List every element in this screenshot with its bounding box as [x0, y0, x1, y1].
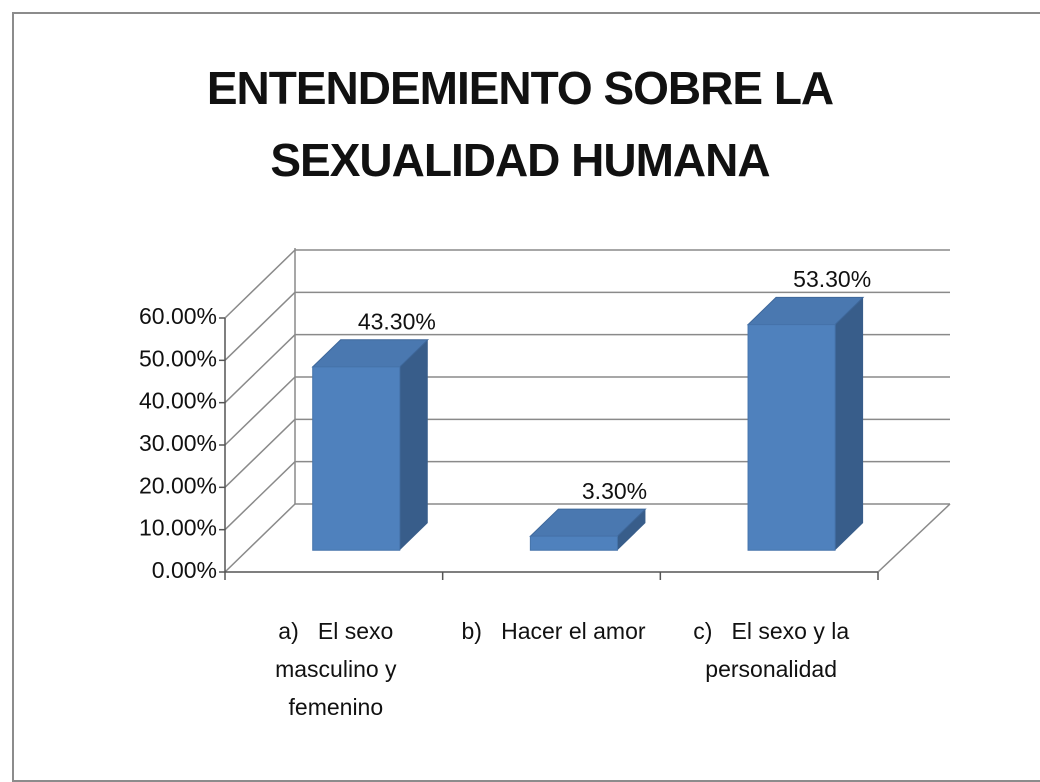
grid-line — [224, 291, 296, 361]
bar-side — [399, 339, 428, 551]
y-tick-label: 60.00% — [139, 303, 217, 329]
value-label: 53.30% — [793, 266, 871, 292]
bar — [312, 366, 401, 551]
value-label: 3.30% — [582, 478, 647, 504]
y-tick-label: 30.00% — [139, 430, 217, 456]
y-tick-label: 10.00% — [139, 515, 217, 541]
y-tick-label: 0.00% — [152, 557, 217, 583]
bar-side — [835, 297, 864, 551]
chart-title: ENTENDEMIENTO SOBRE LA SEXUALIDAD HUMANA — [206, 62, 834, 186]
bar — [529, 535, 618, 551]
y-tick-label: 50.00% — [139, 345, 217, 371]
grid-line — [224, 461, 296, 531]
grid-line — [224, 503, 296, 573]
y-tick-label: 40.00% — [139, 388, 217, 414]
bar — [747, 324, 836, 551]
floor-edge — [877, 503, 951, 573]
grid-line — [224, 334, 296, 404]
grid-line — [224, 249, 296, 319]
x-tick-label: b) Hacer el amor — [461, 618, 646, 644]
grid-line — [224, 376, 296, 446]
x-tick-label: c) El sexo y la personalidad — [693, 618, 856, 682]
value-label: 43.30% — [358, 309, 436, 335]
y-tick-label: 20.00% — [139, 472, 217, 498]
grid-line — [224, 418, 296, 488]
bar-side — [617, 509, 646, 551]
x-tick-label: a) El sexo masculino y femenino — [275, 618, 403, 720]
